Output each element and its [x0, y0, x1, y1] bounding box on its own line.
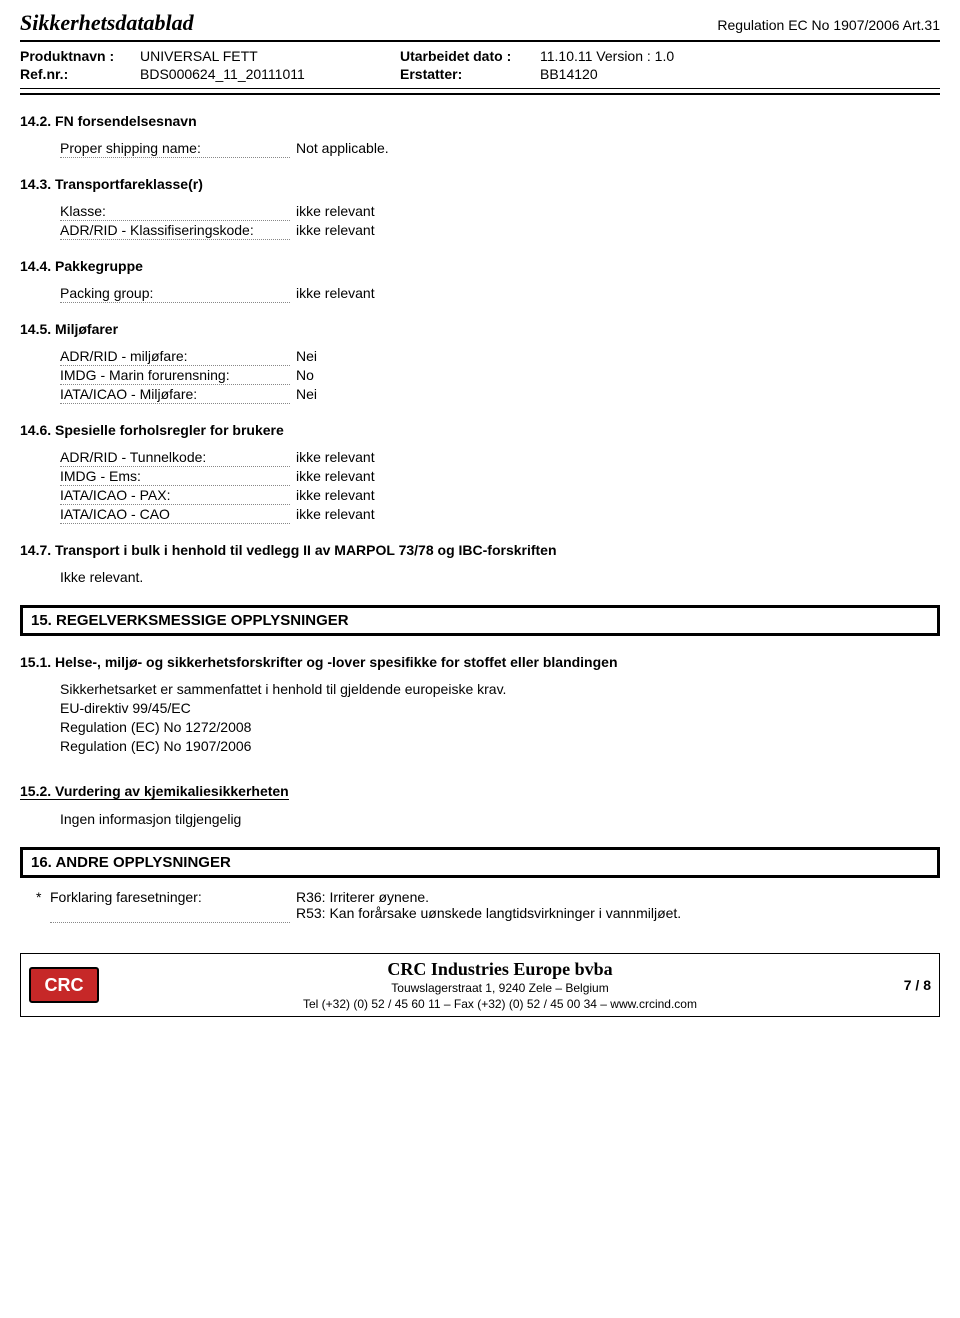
row-label: * Forklaring faresetninger: [50, 888, 290, 922]
section-14-6-heading: 14.6. Spesielle forholsregler for bruker… [20, 422, 940, 438]
row-label: IMDG - Ems: [60, 467, 290, 486]
row-label: ADR/RID - Klassifiseringskode: [60, 221, 290, 240]
r-phrase-1: R36: Irriterer øynene. [296, 889, 681, 905]
row-label: ADR/RID - miljøfare: [60, 347, 290, 366]
section-14-4-heading: 14.4. Pakkegruppe [20, 258, 940, 274]
produktnavn-label: Produktnavn : [20, 48, 140, 64]
section-16-table: * Forklaring faresetninger: R36: Irriter… [50, 888, 689, 923]
row-value: Nei [290, 385, 325, 404]
erstatter-value: BB14120 [540, 66, 840, 82]
row-value: ikke relevant [290, 284, 383, 303]
row-label: ADR/RID - Tunnelkode: [60, 448, 290, 467]
row-label: IATA/ICAO - PAX: [60, 486, 290, 505]
table-row: Klasse: ikke relevant [60, 202, 383, 221]
table-row: IMDG - Ems: ikke relevant [60, 467, 383, 486]
table-row: Packing group: ikke relevant [60, 284, 383, 303]
section-14-2-heading: 14.2. FN forsendelsesnavn [20, 113, 940, 129]
row-value: Nei [290, 347, 325, 366]
divider [20, 88, 940, 89]
row-value: No [290, 366, 325, 385]
section-14-4-table: Packing group: ikke relevant [60, 284, 383, 303]
refnr-value: BDS000624_11_20111011 [140, 66, 400, 82]
footer-contact: Tel (+32) (0) 52 / 45 60 11 – Fax (+32) … [149, 997, 851, 1013]
section-14-7-heading: 14.7. Transport i bulk i henhold til ved… [20, 542, 940, 558]
section-14-2-table: Proper shipping name: Not applicable. [60, 139, 397, 158]
footer: CRC CRC Industries Europe bvba Touwslage… [20, 953, 940, 1018]
section-14-5-table: ADR/RID - miljøfare: Nei IMDG - Marin fo… [60, 347, 325, 404]
footer-logo-cell: CRC [29, 967, 149, 1003]
table-row: ADR/RID - Tunnelkode: ikke relevant [60, 448, 383, 467]
document-meta-grid: Produktnavn : UNIVERSAL FETT Utarbeidet … [20, 48, 940, 82]
table-row: ADR/RID - miljøfare: Nei [60, 347, 325, 366]
refnr-label: Ref.nr.: [20, 66, 140, 82]
row-value: ikke relevant [290, 221, 383, 240]
body-line: Sikkerhetsarket er sammenfattet i henhol… [60, 680, 940, 699]
body-line: Regulation (EC) No 1907/2006 [60, 737, 940, 756]
footer-address: Touwslagerstraat 1, 9240 Zele – Belgium [149, 981, 851, 997]
row-label: Proper shipping name: [60, 139, 290, 158]
row-value: ikke relevant [290, 448, 383, 467]
row-label-text: Forklaring faresetninger: [50, 889, 202, 905]
row-label: IATA/ICAO - Miljøfare: [60, 385, 290, 404]
utarbeidet-label: Utarbeidet dato : [400, 48, 540, 64]
row-label: Packing group: [60, 284, 290, 303]
section-14-3-table: Klasse: ikke relevant ADR/RID - Klassifi… [60, 202, 383, 240]
utarbeidet-value: 11.10.11 Version : 1.0 [540, 48, 840, 64]
table-row: IATA/ICAO - Miljøfare: Nei [60, 385, 325, 404]
section-15-1-body: Sikkerhetsarket er sammenfattet i henhol… [60, 680, 940, 756]
table-row: Proper shipping name: Not applicable. [60, 139, 397, 158]
table-row: IATA/ICAO - CAO ikke relevant [60, 505, 383, 524]
divider [20, 40, 940, 42]
row-label: Klasse: [60, 202, 290, 221]
section-15-band: 15. REGELVERKSMESSIGE OPPLYSNINGER [20, 605, 940, 636]
row-value: ikke relevant [290, 467, 383, 486]
r-phrase-2: R53: Kan forårsake uønskede langtidsvirk… [296, 905, 681, 921]
body-line: EU-direktiv 99/45/EC [60, 699, 940, 718]
regulation-ref: Regulation EC No 1907/2006 Art.31 [717, 17, 940, 33]
section-14-7-text: Ikke relevant. [60, 568, 940, 587]
section-15-1-heading: 15.1. Helse-, miljø- og sikkerhetsforskr… [20, 654, 940, 670]
row-value: ikke relevant [290, 486, 383, 505]
erstatter-label: Erstatter: [400, 66, 540, 82]
divider [20, 93, 940, 95]
row-label: IMDG - Marin forurensning: [60, 366, 290, 385]
section-14-6-table: ADR/RID - Tunnelkode: ikke relevant IMDG… [60, 448, 383, 524]
row-value: Not applicable. [290, 139, 397, 158]
table-row: IMDG - Marin forurensning: No [60, 366, 325, 385]
asterisk-icon: * [36, 889, 41, 905]
page-title: Sikkerhetsdatablad [20, 10, 717, 36]
footer-page-number: 7 / 8 [851, 977, 931, 993]
table-row: * Forklaring faresetninger: R36: Irriter… [50, 888, 689, 922]
row-value: ikke relevant [290, 505, 383, 524]
section-15-2-text: Ingen informasjon tilgjengelig [60, 810, 940, 829]
footer-center: CRC Industries Europe bvba Touwslagerstr… [149, 958, 851, 1013]
section-16-band: 16. ANDRE OPPLYSNINGER [20, 847, 940, 878]
section-15-2-heading-text: 15.2. Vurdering av kjemikaliesikkerheten [20, 783, 289, 800]
body-line: Regulation (EC) No 1272/2008 [60, 718, 940, 737]
crc-logo-icon: CRC [29, 967, 99, 1003]
top-header-row: Sikkerhetsdatablad Regulation EC No 1907… [20, 10, 940, 36]
footer-company: CRC Industries Europe bvba [149, 958, 851, 981]
table-row: ADR/RID - Klassifiseringskode: ikke rele… [60, 221, 383, 240]
row-value: R36: Irriterer øynene. R53: Kan forårsak… [290, 888, 689, 922]
row-value: ikke relevant [290, 202, 383, 221]
row-label: IATA/ICAO - CAO [60, 505, 290, 524]
section-14-5-heading: 14.5. Miljøfarer [20, 321, 940, 337]
section-15-2-heading: 15.2. Vurdering av kjemikaliesikkerheten [20, 783, 940, 800]
produktnavn-value: UNIVERSAL FETT [140, 48, 400, 64]
table-row: IATA/ICAO - PAX: ikke relevant [60, 486, 383, 505]
section-14-3-heading: 14.3. Transportfareklasse(r) [20, 176, 940, 192]
